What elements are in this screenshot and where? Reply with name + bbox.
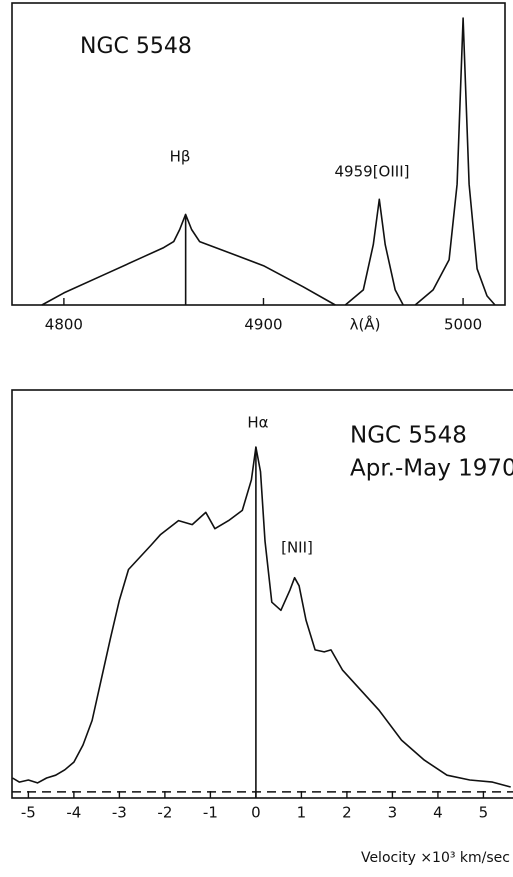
spectrum-line: [12, 446, 511, 788]
annotation: Hα: [247, 414, 268, 432]
annotation: Hβ: [170, 148, 191, 166]
x-tick-label: 5: [479, 804, 489, 822]
x-tick-label: 0: [251, 804, 261, 822]
annotation: NGC 5548: [350, 423, 467, 449]
x-tick-label: 4800: [45, 316, 83, 334]
top-frame: [11, 2, 506, 306]
spectrum-line: [41, 17, 496, 306]
x-axis-label: Velocity ×10³ km/sec: [361, 850, 510, 866]
x-tick-label: 4900: [244, 316, 282, 334]
annotation: 4959[OIII]: [335, 163, 410, 181]
x-tick-label: -4: [66, 804, 81, 822]
x-tick-label: -3: [112, 804, 127, 822]
x-tick-label: -1: [203, 804, 218, 822]
x-tick-label: 5000: [444, 316, 482, 334]
x-tick-label: -5: [21, 804, 36, 822]
x-tick-label: 4: [433, 804, 443, 822]
x-tick-label: 1: [297, 804, 307, 822]
bottom-frame: [11, 389, 513, 799]
x-axis-label: λ(Å): [350, 315, 381, 334]
x-tick-label: 2: [342, 804, 352, 822]
annotation: Apr.-May 1970: [350, 456, 513, 482]
annotation: [NII]: [281, 539, 313, 557]
x-tick-label: 3: [388, 804, 398, 822]
x-tick-label: -2: [157, 804, 172, 822]
annotation: NGC 5548: [80, 34, 192, 59]
